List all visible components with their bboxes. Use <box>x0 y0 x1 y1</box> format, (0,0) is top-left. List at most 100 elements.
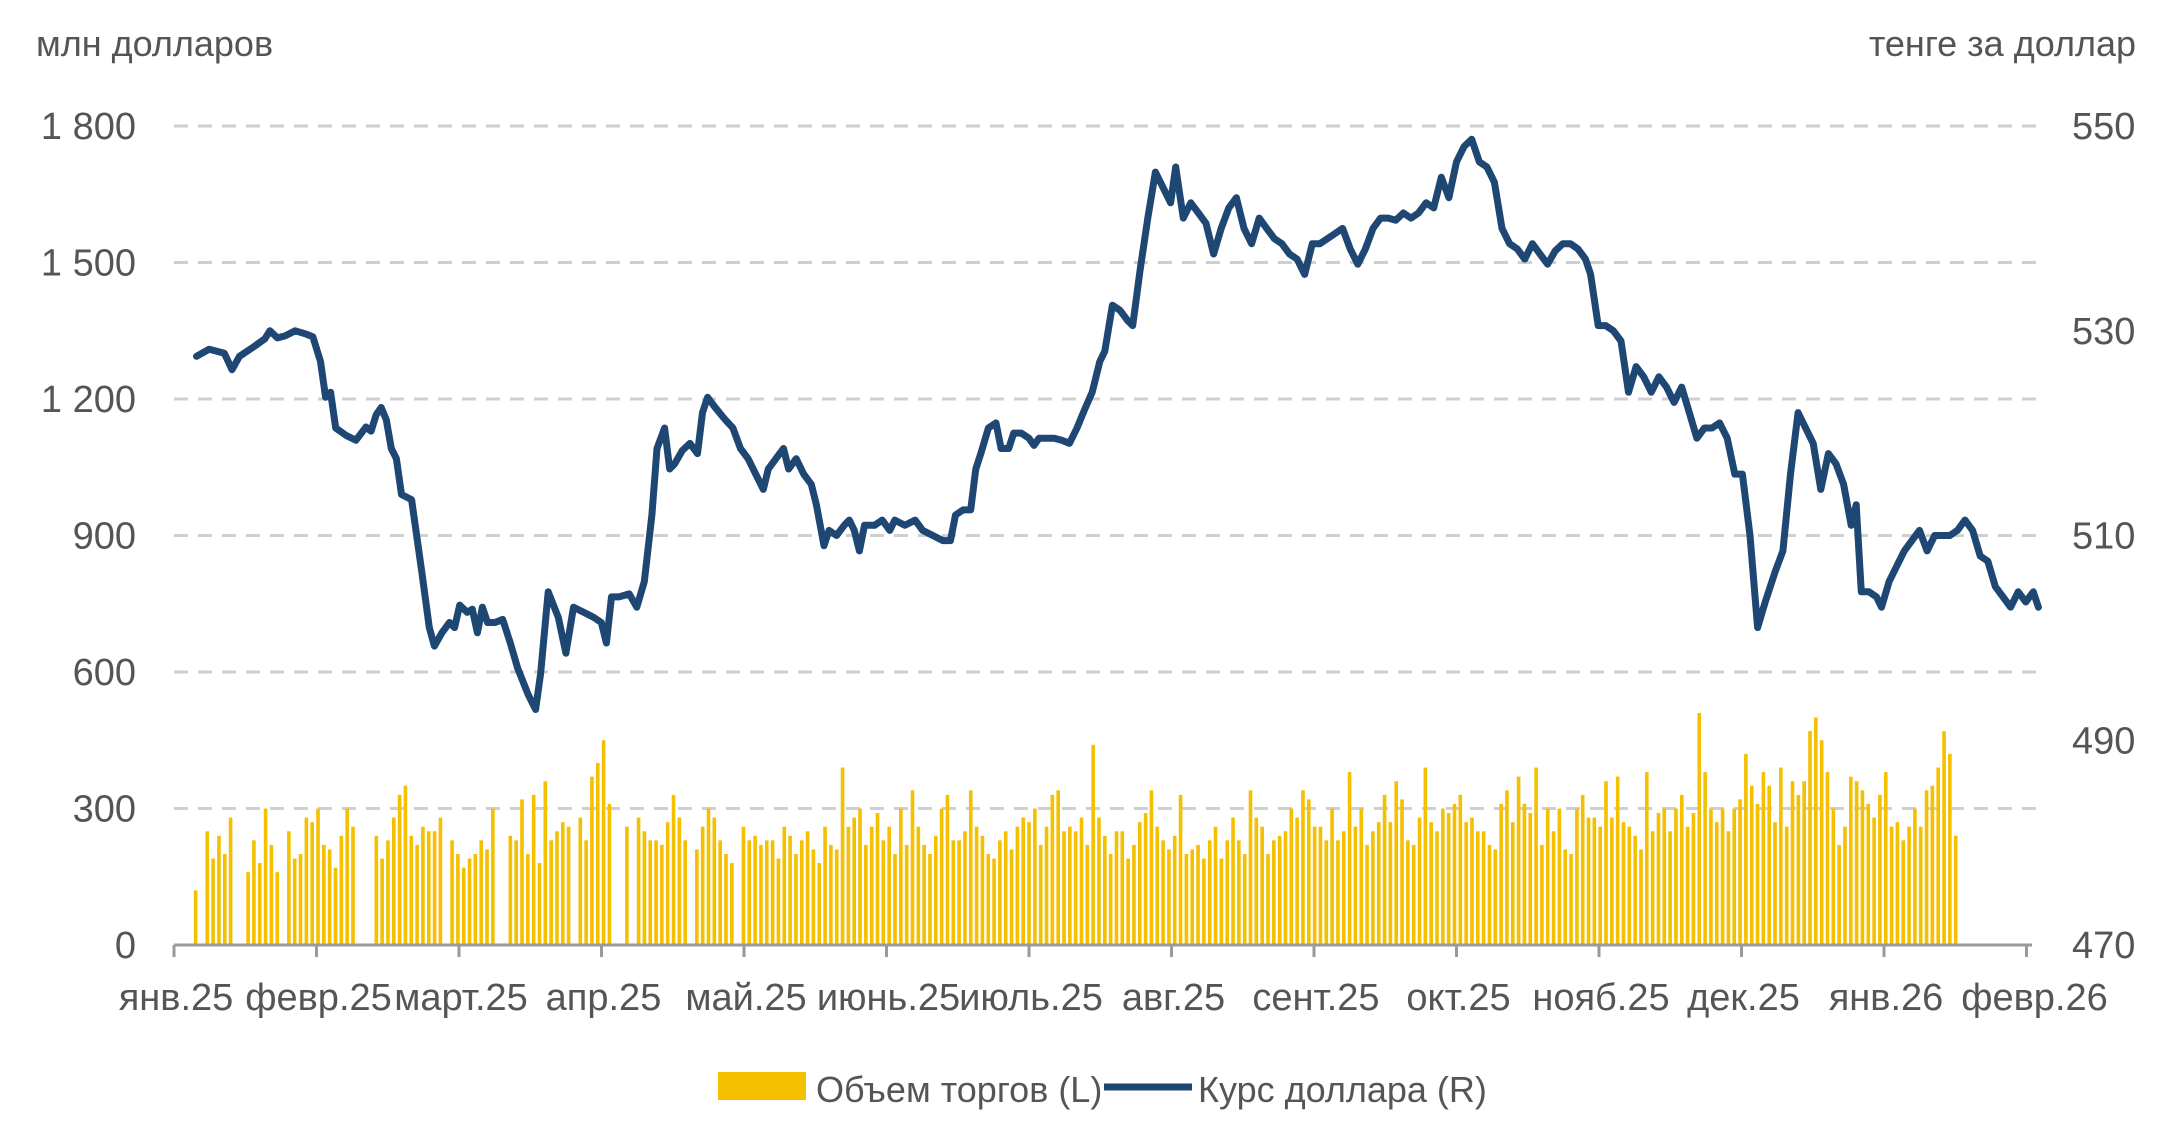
volume-bar <box>275 872 280 945</box>
volume-bar <box>1202 858 1206 945</box>
volume-bar <box>817 863 822 945</box>
volume-bar <box>1190 849 1195 945</box>
volume-bar <box>1464 822 1468 945</box>
volume-bar <box>1709 808 1713 945</box>
volume-bar <box>1114 831 1119 945</box>
volume-bar <box>1779 767 1783 945</box>
volume-bar <box>829 844 833 945</box>
volume-bar <box>456 854 460 945</box>
volume-bar <box>922 844 926 945</box>
volume-bar <box>269 844 274 945</box>
volume-bar <box>660 844 664 945</box>
volume-bar <box>1009 849 1014 945</box>
volume-bar <box>916 826 921 945</box>
x-tick-label: янв.25 <box>119 977 234 1019</box>
volume-bar <box>1371 831 1375 945</box>
volume-bar <box>1889 826 1894 945</box>
volume-bar <box>1831 808 1836 945</box>
volume-bar <box>1441 808 1445 945</box>
volume-bar <box>648 840 653 945</box>
volume-bar <box>846 826 851 945</box>
volume-bar <box>1761 772 1766 945</box>
volume-bar <box>1656 813 1661 945</box>
volume-bar <box>980 835 985 945</box>
volume-bar <box>904 844 909 945</box>
volume-bar <box>1417 817 1422 945</box>
volume-bar <box>287 831 291 945</box>
volume-bar <box>1062 831 1066 945</box>
volume-bar <box>1674 808 1678 945</box>
volume-bar <box>1073 831 1078 945</box>
volume-bar <box>963 831 967 945</box>
volume-bar <box>1406 840 1410 945</box>
volume-bar <box>397 794 402 945</box>
volume-bar <box>695 849 699 945</box>
volume-bar <box>1569 854 1573 945</box>
volume-bar <box>1056 790 1060 945</box>
volume-bar <box>1429 822 1433 945</box>
volume-bar <box>1918 826 1923 945</box>
volume-bar <box>1645 772 1649 945</box>
volume-bar <box>1883 772 1888 945</box>
volume-bar <box>1306 799 1311 945</box>
volume-bar <box>1289 808 1294 945</box>
volume-bar <box>1586 817 1591 945</box>
x-axis <box>172 943 2032 957</box>
volume-bar <box>677 817 682 945</box>
volume-bar <box>1825 772 1830 945</box>
x-tick-label: март.25 <box>394 977 528 1019</box>
volume-bar <box>1621 822 1626 945</box>
volume-bar <box>1446 813 1451 945</box>
volume-bar <box>1930 785 1935 945</box>
volume-bar <box>520 799 524 945</box>
volume-bar <box>1458 794 1463 945</box>
volume-bar <box>840 767 845 945</box>
volume-bar <box>193 890 198 945</box>
volume-bar <box>1277 835 1282 945</box>
volume-bar <box>1312 826 1317 945</box>
volume-bar <box>1493 849 1498 945</box>
volume-bar <box>1301 790 1305 945</box>
volume-bar <box>1627 826 1632 945</box>
volume-bar <box>933 835 938 945</box>
volume-bar <box>403 785 408 945</box>
volume-bar <box>869 826 874 945</box>
volume-bar <box>881 840 886 945</box>
volume-bar <box>1551 831 1556 945</box>
volume-bar <box>747 840 752 945</box>
volume-bar <box>1068 826 1072 945</box>
volume-bar <box>222 854 227 945</box>
volume-bar <box>998 840 1002 945</box>
volume-bar <box>893 854 897 945</box>
volume-bar <box>799 840 804 945</box>
x-tick-label: нояб.25 <box>1532 977 1669 1019</box>
volume-bar <box>1808 731 1812 945</box>
volume-bar <box>1516 776 1521 945</box>
volume-bar <box>316 808 320 945</box>
volume-bar <box>794 854 798 945</box>
volume-bar <box>1598 826 1602 945</box>
volume-bar <box>252 840 256 945</box>
volume-bar <box>910 790 915 945</box>
volume-bar <box>1685 826 1690 945</box>
volume-bar <box>257 863 262 945</box>
volume-bar <box>1376 822 1381 945</box>
exchange-rate-path <box>193 135 2042 713</box>
volume-bar <box>1738 799 1742 945</box>
volume-bar <box>415 844 419 945</box>
volume-bar <box>1097 817 1101 945</box>
volume-bar <box>811 849 816 945</box>
volume-bar <box>992 858 996 945</box>
volume-bar <box>1545 808 1550 945</box>
volume-bar <box>1015 826 1020 945</box>
volume-bar <box>1784 826 1789 945</box>
volume-bar <box>555 831 559 945</box>
volume-bar <box>526 854 530 945</box>
volume-bar <box>1237 840 1241 945</box>
volume-bar <box>467 858 472 945</box>
volume-bar <box>246 872 250 945</box>
volume-bar <box>1895 822 1900 945</box>
volume-bar <box>1470 817 1474 945</box>
volume-bar <box>1207 840 1212 945</box>
volume-bar <box>1050 794 1055 945</box>
